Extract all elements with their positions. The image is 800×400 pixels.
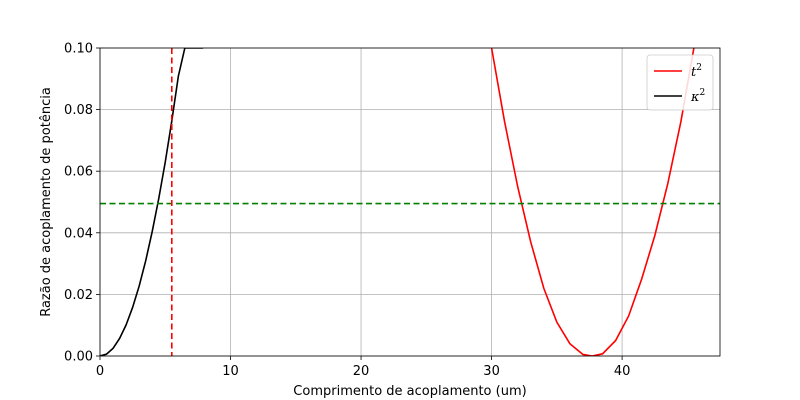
y-tick-label: 0.06 xyxy=(64,165,93,180)
series-line xyxy=(490,48,695,356)
x-tick-label: 40 xyxy=(614,364,631,379)
x-tick-label: 20 xyxy=(353,364,370,379)
legend-entry: t2 xyxy=(691,63,702,80)
x-tick-label: 10 xyxy=(222,364,239,379)
y-tick-label: 0.08 xyxy=(64,103,93,118)
x-tick-label: 0 xyxy=(96,364,104,379)
y-tick-label: 0.10 xyxy=(64,42,93,57)
y-tick-label: 0.04 xyxy=(64,226,93,241)
y-tick-label: 0.02 xyxy=(64,288,93,303)
x-tick-label: 30 xyxy=(483,364,500,379)
series-line xyxy=(100,48,204,356)
plot-area xyxy=(100,48,720,356)
y-axis-label: Razão de acoplamento de potência xyxy=(39,87,54,317)
grid xyxy=(99,47,720,357)
plot-frame xyxy=(99,47,721,357)
legend-box xyxy=(646,54,714,111)
axes: 0 10 20 30 40 0.00 0.02 0.04 0.06 0.08 0.10 xyxy=(64,42,721,379)
x-axis-label: Comprimento de acoplamento (um) xyxy=(293,384,526,399)
y-tick-label: 0.00 xyxy=(64,350,93,365)
